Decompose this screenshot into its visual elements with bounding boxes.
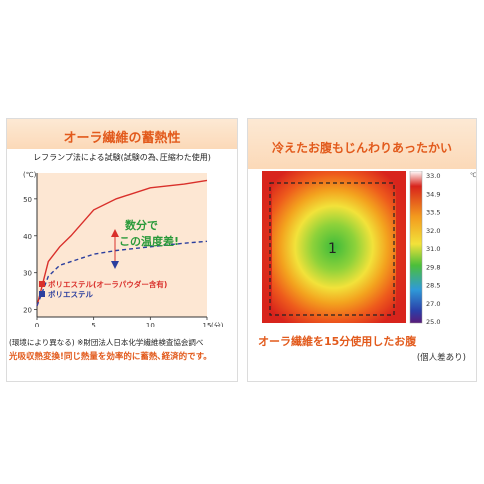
temperature-scale-label: 33.5 <box>426 209 440 217</box>
legend-swatch-aura <box>39 281 45 287</box>
thermal-edge-right <box>396 171 406 323</box>
y-tick-label: 40 <box>23 233 32 241</box>
difference-arrow-down-icon <box>111 261 119 269</box>
difference-arrow-up-icon <box>111 229 119 237</box>
temperature-scale-label: 34.9 <box>426 190 440 198</box>
thermal-image: 1 33.0 34.9 33.5 32.0 31.0 29.8 28.5 27.0 25.0 ℃ <box>262 171 476 326</box>
measurement-region-box <box>269 182 395 316</box>
thermal-title: 冷えたお腹もじんわりあったかい <box>271 141 452 155</box>
temperature-scale-unit: ℃ <box>470 172 476 179</box>
measurement-region-label: 1 <box>328 241 337 257</box>
annotation-line-2: この温度差! <box>119 234 179 248</box>
heat-storage-chart: 20 30 40 50 0 5 10 15 (℃) (分) 数分で この温度差! ポリエステル(オ… <box>23 171 224 327</box>
series-line-aura-polyester <box>36 179 208 307</box>
test-method-subtitle: レフランプ法による試験(試験の為､圧縮わた使用) <box>33 153 211 162</box>
thermal-heatmap <box>262 171 406 323</box>
temperature-scale-bar <box>409 171 423 324</box>
x-tick-label: 15 <box>203 322 212 327</box>
temperature-scale-label: 31.0 <box>426 245 440 253</box>
thermal-title-bar: 冷えたお腹もじんわりあったかい <box>248 119 476 169</box>
y-tick-label: 20 <box>23 307 32 315</box>
tagline: 光吸収熱変換!同じ熱量を効率的に蓄熱､経済的です。 <box>9 352 212 362</box>
x-axis-unit: (分) <box>211 321 224 327</box>
thermal-caption-note: (個人差あり) <box>416 353 466 363</box>
thermal-edge-left <box>262 171 272 323</box>
series-line-polyester <box>36 240 208 307</box>
x-tick-label: 10 <box>146 322 155 327</box>
source-note: (環境により異なる) ※財団法人日本化学繊維検査協会調べ <box>9 338 204 347</box>
temperature-scale-label: 29.8 <box>426 263 440 271</box>
x-tick-label: 5 <box>91 322 95 327</box>
temperature-scale-label: 27.0 <box>426 300 440 308</box>
heat-storage-title: オーラ繊維の蓄熱性 <box>63 131 181 146</box>
legend-swatch-polyester <box>39 291 45 297</box>
temperature-scale-label: 33.0 <box>426 172 440 180</box>
x-tick-label: 0 <box>35 322 39 327</box>
temperature-scale-label: 28.5 <box>426 282 440 290</box>
legend-label-aura: ポリエステル(オーラパウダー含有) <box>48 279 167 289</box>
y-tick-label: 30 <box>23 270 32 278</box>
legend-label-polyester: ポリエステル <box>48 289 93 299</box>
thermal-caption: オーラ繊維を15分使用したお腹 <box>258 335 417 348</box>
y-axis-unit: (℃) <box>23 171 37 179</box>
temperature-scale-label: 25.0 <box>426 318 440 326</box>
annotation-line-1: 数分で <box>125 218 158 232</box>
thermal-image-panel: 冷えたお腹もじんわりあったかい <box>247 118 477 382</box>
heat-storage-title-bar: オーラ繊維の蓄熱性 <box>7 119 237 149</box>
y-tick-label: 50 <box>23 196 32 204</box>
heat-storage-panel: オーラ繊維の蓄熱性 レフランプ法による試験(試験の為､圧縮わた使用) 20 30 4… <box>6 118 238 382</box>
temperature-scale-label: 32.0 <box>426 227 440 235</box>
